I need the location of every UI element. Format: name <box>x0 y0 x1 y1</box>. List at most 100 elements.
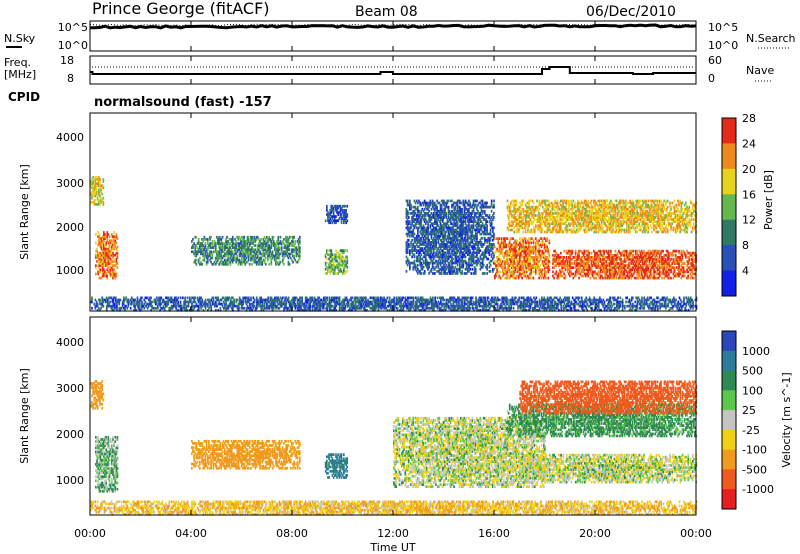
heatmap-cell <box>327 253 329 257</box>
heatmap-cell <box>431 247 434 250</box>
heatmap-cell <box>464 222 467 226</box>
heatmap-cell <box>295 246 298 249</box>
heatmap-cell <box>424 261 427 265</box>
heatmap-cell <box>336 265 338 269</box>
heatmap-cell <box>448 245 451 248</box>
heatmap-cell <box>111 241 113 245</box>
heatmap-cell <box>263 260 266 264</box>
noise-right-label: N.Search <box>746 32 796 45</box>
heatmap-cell <box>460 220 462 223</box>
heatmap-cell <box>201 244 203 247</box>
heatmap-cell <box>464 228 467 232</box>
heatmap-cell <box>439 209 442 213</box>
heatmap-cell <box>442 209 444 213</box>
heatmap-cell <box>247 246 250 249</box>
heatmap-cell <box>439 226 442 230</box>
heatmap-cell <box>434 230 436 234</box>
heatmap-cell <box>99 237 102 240</box>
heatmap-cell <box>209 246 211 249</box>
heatmap-cell <box>338 211 341 214</box>
heatmap-cell <box>470 218 473 221</box>
heatmap-cell <box>260 252 262 256</box>
heatmap-cell <box>547 276 550 280</box>
heatmap-cell <box>101 235 104 238</box>
heatmap-cell <box>218 240 220 243</box>
heatmap-cell <box>279 235 282 239</box>
heatmap-cell <box>254 258 257 262</box>
heatmap-cell <box>335 215 337 218</box>
heatmap-cell <box>522 230 525 234</box>
heatmap-cell <box>429 214 432 217</box>
heatmap-cell <box>499 276 502 280</box>
heatmap-cell <box>95 176 98 179</box>
heatmap-cell <box>98 184 100 188</box>
heatmap-cell <box>268 246 270 249</box>
heatmap-cell <box>427 214 429 217</box>
heatmap-cell <box>443 207 445 211</box>
heatmap-cell <box>470 224 473 228</box>
heatmap-cell <box>447 241 450 244</box>
heatmap-cell <box>430 218 433 221</box>
heatmap-cell <box>412 224 415 228</box>
heatmap-cell <box>455 238 458 242</box>
heatmap-cell <box>264 240 267 243</box>
heatmap-cell <box>272 240 275 243</box>
heatmap-cell <box>92 188 94 192</box>
heatmap-cell <box>201 252 203 256</box>
heatmap-cell <box>239 254 242 258</box>
heatmap-cell <box>329 265 332 269</box>
heatmap-cell <box>250 250 252 254</box>
heatmap-cell <box>254 240 257 243</box>
heatmap-cell <box>241 244 243 247</box>
heatmap-cell <box>248 252 251 256</box>
heatmap-cell <box>465 247 468 250</box>
heatmap-cell <box>194 252 197 256</box>
heatmap-cell <box>99 203 101 206</box>
heatmap-cell <box>346 219 349 223</box>
heatmap-cell <box>102 200 105 204</box>
heatmap-cell <box>286 238 289 241</box>
heatmap-cell <box>461 220 463 223</box>
heatmap-cell <box>236 235 239 239</box>
heatmap-cell <box>454 241 457 244</box>
heatmap-cell <box>255 238 258 241</box>
heatmap-cell <box>101 266 104 269</box>
heatmap-cell <box>436 222 438 226</box>
heatmap-cell <box>419 220 421 223</box>
heatmap-cell <box>285 238 287 241</box>
heatmap-cell <box>205 250 208 254</box>
heatmap-cell <box>469 234 471 238</box>
heatmap-cell <box>410 226 412 230</box>
heatmap-cell <box>95 256 97 259</box>
heatmap-cell <box>422 238 425 242</box>
heatmap-cell <box>251 235 253 239</box>
heatmap-cell <box>225 260 227 264</box>
heatmap-cell <box>327 213 329 216</box>
heatmap-cell <box>330 211 333 214</box>
heatmap-cell <box>515 199 518 203</box>
heatmap-cell <box>468 245 470 248</box>
heatmap-cell <box>242 238 244 241</box>
heatmap-cell <box>106 262 109 265</box>
heatmap-cell <box>247 235 250 239</box>
heatmap-cell <box>443 226 445 230</box>
heatmap-cell <box>333 267 336 271</box>
heatmap-cell <box>242 244 244 247</box>
heatmap-cell <box>100 245 103 249</box>
heatmap-cell <box>112 274 114 278</box>
heatmap-cell <box>412 267 415 271</box>
power-panel: 1000 2000 3000 4000 Slant Range [km] 481… <box>18 112 775 312</box>
heatmap-cell <box>412 216 415 219</box>
heatmap-cell <box>276 250 278 254</box>
heatmap-cell <box>442 234 444 238</box>
heatmap-cell <box>237 258 240 262</box>
heatmap-cell <box>254 254 257 258</box>
heatmap-cell <box>266 235 268 239</box>
heatmap-cell <box>104 247 106 251</box>
heatmap-cell <box>421 230 424 234</box>
heatmap-cell <box>406 241 409 244</box>
heatmap-cell <box>457 226 460 230</box>
heatmap-cell <box>203 248 206 252</box>
heatmap-cell <box>454 207 457 211</box>
